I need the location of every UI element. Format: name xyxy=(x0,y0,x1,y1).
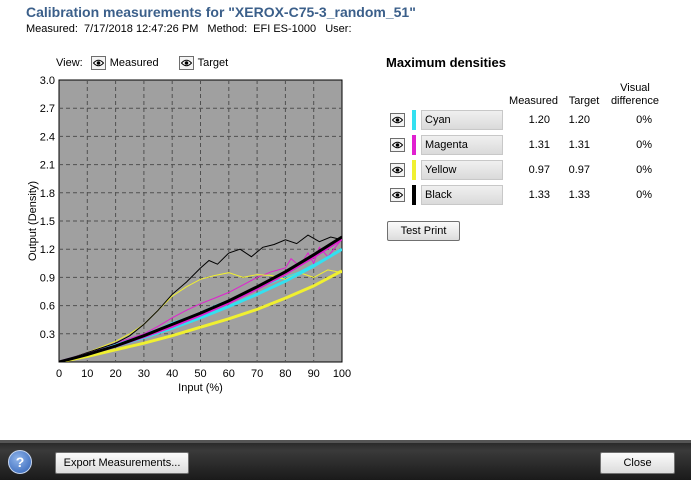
black-target-curve xyxy=(59,235,342,362)
black-ink-label: Black xyxy=(421,185,503,205)
y-tick-label-3: 1.2 xyxy=(40,244,55,256)
y-tick-label-5: 1.8 xyxy=(40,188,55,200)
yellow-visibility-toggle[interactable] xyxy=(390,163,405,177)
cyan-target-value: 1.20 xyxy=(568,114,590,126)
measured-option-label: Measured xyxy=(109,57,159,69)
measured-label: Measured: xyxy=(26,23,78,35)
black-measured-value: 1.33 xyxy=(528,189,550,201)
ink-row-black: Black 1.33 1.33 0% xyxy=(390,184,670,206)
black-visual-difference: 0% xyxy=(636,189,652,201)
view-label: View: xyxy=(56,57,83,69)
target-option-label: Target xyxy=(197,57,229,69)
x-tick-label-4: 40 xyxy=(166,368,178,380)
measured-value: 7/17/2018 12:47:26 PM xyxy=(83,23,199,35)
magenta-measured-curve xyxy=(59,238,342,362)
x-tick-label-7: 70 xyxy=(251,368,263,380)
black-measured-curve xyxy=(59,234,342,362)
black-color-swatch xyxy=(412,185,416,205)
window-title: Calibration measurements for "XEROX-C75-… xyxy=(26,4,416,20)
eye-icon xyxy=(180,59,192,67)
y-tick-label-9: 3.0 xyxy=(40,75,55,87)
y-tick-label-7: 2.4 xyxy=(40,131,55,143)
target-visibility-toggle[interactable] xyxy=(178,56,194,70)
x-tick-label-1: 10 xyxy=(81,368,93,380)
y-tick-label-4: 1.5 xyxy=(40,216,55,228)
x-axis-label: Input (%) xyxy=(178,382,223,394)
x-tick-label-6: 60 xyxy=(223,368,235,380)
magenta-visual-difference: 0% xyxy=(636,139,652,151)
y-tick-label-0: 0.3 xyxy=(40,329,55,341)
test-print-button[interactable]: Test Print xyxy=(387,221,460,241)
export-measurements-button[interactable]: Export Measurements... xyxy=(55,452,189,474)
cyan-visibility-toggle[interactable] xyxy=(390,113,405,127)
magenta-visibility-toggle[interactable] xyxy=(390,138,405,152)
magenta-color-swatch xyxy=(412,135,416,155)
col-header-target: Target xyxy=(568,95,600,107)
x-tick-label-0: 0 xyxy=(56,368,62,380)
measured-visibility-toggle[interactable] xyxy=(90,56,106,70)
eye-icon xyxy=(392,191,403,199)
yellow-target-curve xyxy=(59,269,342,362)
max-densities-title: Maximum densities xyxy=(386,55,506,70)
x-tick-label-2: 20 xyxy=(109,368,121,380)
measurement-info: Measured: 7/17/2018 12:47:26 PM Method: EF… xyxy=(26,23,364,35)
eye-icon xyxy=(392,141,403,149)
magenta-measured-value: 1.31 xyxy=(528,139,550,151)
col-header-visual-line1: Visual xyxy=(620,82,650,94)
yellow-target-value: 0.97 xyxy=(568,164,590,176)
yellow-ink-label: Yellow xyxy=(421,160,503,180)
ink-row-magenta: Magenta 1.31 1.31 0% xyxy=(390,134,670,156)
method-value: EFI ES-1000 xyxy=(253,23,317,35)
close-button[interactable]: Close xyxy=(600,452,675,474)
ink-row-cyan: Cyan 1.20 1.20 0% xyxy=(390,109,670,131)
yellow-color-swatch xyxy=(412,160,416,180)
user-label: User: xyxy=(325,23,352,35)
x-tick-label-9: 90 xyxy=(308,368,320,380)
y-tick-label-1: 0.6 xyxy=(40,301,55,313)
help-icon[interactable]: ? xyxy=(8,450,32,474)
ink-row-yellow: Yellow 0.97 0.97 0% xyxy=(390,159,670,181)
dialog-footer: ? Export Measurements... Close xyxy=(0,440,691,480)
x-tick-label-10: 100 xyxy=(333,368,351,380)
black-target-value: 1.33 xyxy=(568,189,590,201)
col-header-measured: Measured xyxy=(509,95,558,107)
yellow-measured-value: 0.97 xyxy=(528,164,550,176)
x-tick-label-8: 80 xyxy=(279,368,291,380)
y-axis-label: Output (Density) xyxy=(27,181,39,261)
view-toggle-row: View: Measured Target xyxy=(56,54,248,72)
cyan-visual-difference: 0% xyxy=(636,114,652,126)
eye-icon xyxy=(392,166,403,174)
cyan-ink-label: Cyan xyxy=(421,110,503,130)
col-header-visual-line2: difference xyxy=(610,95,660,107)
y-tick-label-2: 0.9 xyxy=(40,272,55,284)
y-tick-label-6: 2.1 xyxy=(40,160,55,172)
method-label: Method: xyxy=(207,23,248,35)
eye-icon xyxy=(92,59,104,67)
x-tick-label-5: 50 xyxy=(194,368,206,380)
black-visibility-toggle[interactable] xyxy=(390,188,405,202)
cyan-color-swatch xyxy=(412,110,416,130)
magenta-ink-label: Magenta xyxy=(421,135,503,155)
eye-icon xyxy=(392,116,403,124)
density-curve-chart: 0 10 20 30 40 50 60 70 80 90 100 0.3 0.6 0.9 1.2 1.5 1.8… xyxy=(27,75,351,394)
col-header-visual-difference: Visual difference xyxy=(606,82,664,108)
cyan-measured-value: 1.20 xyxy=(528,114,550,126)
magenta-target-value: 1.31 xyxy=(568,139,590,151)
x-tick-label-3: 30 xyxy=(138,368,150,380)
yellow-visual-difference: 0% xyxy=(636,164,652,176)
y-tick-label-8: 2.7 xyxy=(40,103,55,115)
